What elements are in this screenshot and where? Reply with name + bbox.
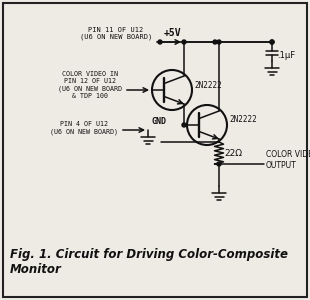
Circle shape bbox=[182, 123, 186, 127]
Circle shape bbox=[270, 40, 274, 44]
Circle shape bbox=[217, 162, 221, 166]
Text: COLOR VIDEO
OUTPUT: COLOR VIDEO OUTPUT bbox=[266, 150, 310, 170]
Text: 22Ω: 22Ω bbox=[224, 148, 242, 158]
Text: .1μF: .1μF bbox=[277, 50, 295, 59]
Text: +5V: +5V bbox=[164, 28, 182, 38]
Circle shape bbox=[213, 40, 217, 44]
Text: PIN 11 OF U12
(U6 ON NEW BOARD): PIN 11 OF U12 (U6 ON NEW BOARD) bbox=[80, 26, 152, 40]
Circle shape bbox=[182, 40, 186, 44]
Text: 2N2222: 2N2222 bbox=[194, 80, 222, 89]
Circle shape bbox=[158, 40, 162, 44]
Text: COLOR VIDEO IN
PIN 12 OF U12
(U6 ON NEW BOARD
& TDP 100: COLOR VIDEO IN PIN 12 OF U12 (U6 ON NEW … bbox=[58, 71, 122, 99]
Circle shape bbox=[270, 40, 274, 44]
Text: PIN 4 OF U12
(U6 ON NEW BOARD): PIN 4 OF U12 (U6 ON NEW BOARD) bbox=[50, 121, 118, 135]
Circle shape bbox=[217, 40, 221, 44]
Text: Fig. 1. Circuit for Driving Color-Composite
Monitor: Fig. 1. Circuit for Driving Color-Compos… bbox=[10, 248, 288, 276]
Text: GND: GND bbox=[151, 117, 166, 126]
Text: 2N2222: 2N2222 bbox=[229, 116, 257, 124]
